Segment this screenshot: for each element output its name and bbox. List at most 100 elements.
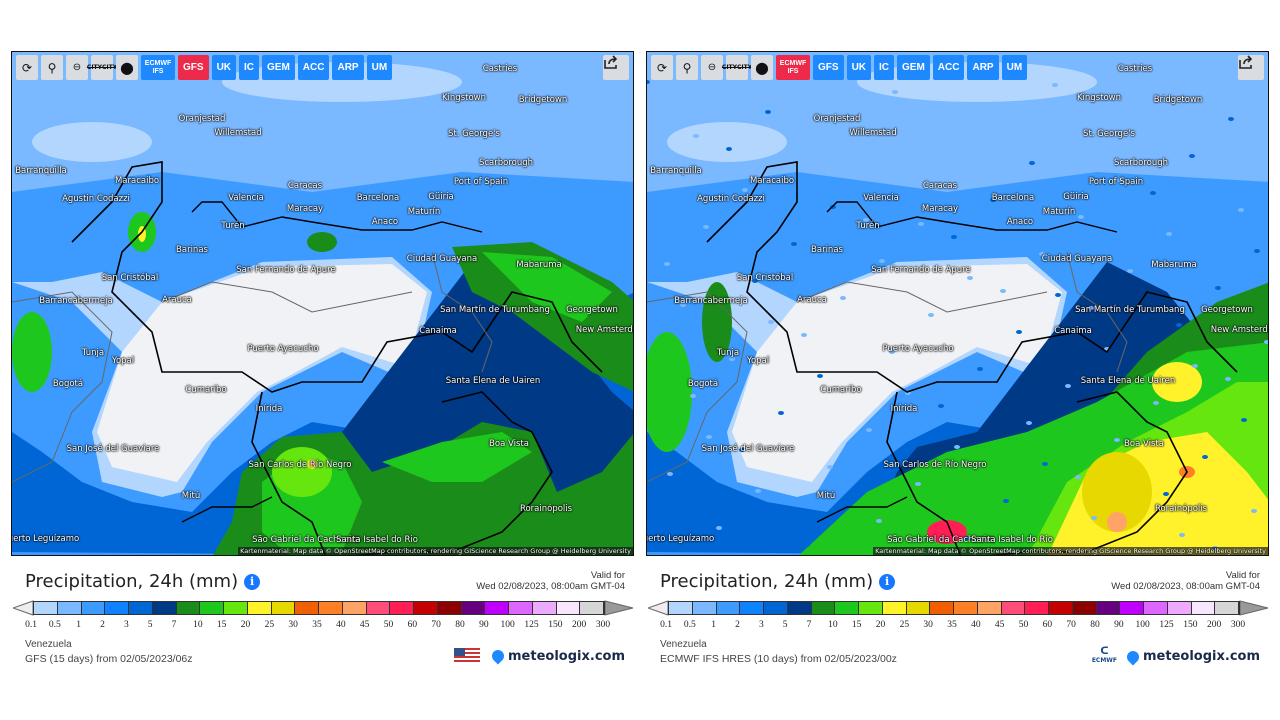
precip-speckle	[879, 259, 885, 263]
precip-light-patch	[667, 122, 787, 162]
legend-tick: 10	[193, 620, 203, 630]
model-button-ecmwf-ifs[interactable]: ECMWF IFS	[776, 55, 810, 80]
meteologix-logo-icon	[489, 647, 507, 665]
model-button-ecmwf-ifs[interactable]: ECMWF IFS	[141, 55, 175, 80]
dot-toggle-button[interactable]: ●	[116, 55, 138, 80]
legend-swatch	[930, 602, 954, 614]
precip-speckle	[1088, 306, 1094, 310]
model-button-um[interactable]: UM	[366, 55, 393, 80]
city-label: Willemstad	[849, 128, 897, 138]
refresh-button[interactable]: ⟳	[651, 55, 673, 80]
legend-swatch	[247, 602, 272, 614]
city-label: Rorainópolis	[519, 504, 573, 514]
precip-speckle	[1000, 289, 1006, 293]
legend-tick: 300	[595, 620, 611, 630]
city-label: Inírida	[890, 404, 918, 414]
state-border	[431, 251, 493, 373]
zoom-out-icon: ⊖	[707, 62, 717, 73]
city-label: San Carlos de Río Negro	[883, 460, 987, 470]
refresh-button[interactable]: ⟳	[16, 55, 38, 80]
info-icon[interactable]: i	[244, 574, 261, 590]
location-button[interactable]: ⚲	[676, 55, 698, 80]
zoom-out-button[interactable]: ⊖	[701, 55, 723, 80]
dot-toggle-button[interactable]: ●	[751, 55, 773, 80]
legend-swatch	[954, 602, 978, 614]
city-toggle-button[interactable]: CITY CITY	[722, 55, 752, 80]
model-button-gem[interactable]: GEM	[897, 55, 930, 80]
city-toggle-button[interactable]: CITY CITY	[87, 55, 117, 80]
model-button-uk[interactable]: UK	[846, 55, 872, 80]
info-icon[interactable]: i	[879, 574, 896, 590]
legend-swatch	[271, 602, 296, 614]
precip-speckle	[928, 313, 934, 317]
legend-swatch	[1049, 602, 1073, 614]
legend-tick: 45	[994, 620, 1005, 630]
model-button-acc[interactable]: ACC	[297, 55, 330, 80]
zoom-out-button[interactable]: ⊖	[66, 55, 88, 80]
city-label: Güiria	[1063, 192, 1089, 202]
gfs-panel: Castries Kingstown Bridgetown St. George's O…	[11, 51, 635, 671]
legend-tick: 0.5	[48, 620, 61, 630]
precip-speckle	[1215, 286, 1221, 290]
legend-swatch	[342, 602, 367, 614]
legend-tick: 45	[359, 620, 370, 630]
city-label: Agustin Codazzi	[697, 194, 765, 204]
legend-swatch	[105, 602, 129, 614]
model-button-acc[interactable]: ACC	[932, 55, 965, 80]
legend-swatch	[129, 602, 153, 614]
precip-band-7mm	[307, 232, 337, 252]
legend-swatch	[414, 602, 438, 614]
legend-swatch	[532, 602, 557, 614]
model-button-um[interactable]: UM	[1001, 55, 1028, 80]
precipitation-map[interactable]: Castries Kingstown Bridgetown St. George's O…	[11, 51, 634, 556]
legend-swatch	[224, 602, 248, 614]
precip-speckle	[693, 134, 699, 138]
country-border	[181, 496, 273, 523]
model-button-ic[interactable]: IC	[239, 55, 260, 80]
model-button-gfs[interactable]: GFS	[813, 55, 844, 80]
city-label: Santa Elena de Uairen	[1080, 376, 1176, 386]
location-button[interactable]: ⚲	[41, 55, 63, 80]
legend-swatch	[1025, 602, 1049, 614]
legend-tick: 150	[548, 620, 563, 630]
city-label: Anaco	[371, 217, 399, 227]
no-precip-area	[97, 264, 427, 482]
model-button-gem[interactable]: GEM	[262, 55, 295, 80]
legend-swatch	[1215, 602, 1239, 614]
legend-ticks: 0.1 0.5 1 2 3 5 7 10 15 20 25 30 35 40 45 50 60 70 80 90 100…	[660, 620, 1245, 632]
city-label: Puerto Ayacucho	[247, 344, 319, 354]
precipitation-map[interactable]: Castries Kingstown Bridgetown St. George's O…	[646, 51, 1269, 556]
precip-speckle	[1225, 377, 1231, 381]
city-label: Cumaribo	[185, 385, 227, 395]
precip-speckle	[1127, 269, 1133, 273]
precip-speckle	[1039, 252, 1045, 256]
model-button-arp[interactable]: ARP	[332, 55, 364, 80]
precip-speckle	[1166, 232, 1172, 236]
precip-speckle	[1029, 161, 1035, 165]
precip-speckle	[918, 222, 924, 226]
city-label: Port of Spain	[453, 177, 509, 187]
city-label: Mitú	[181, 491, 201, 501]
legend-swatch	[1001, 602, 1026, 614]
brand[interactable]: ᑕ ECMWF meteologix.com	[1091, 646, 1260, 665]
share-button[interactable]	[603, 55, 629, 80]
model-button-arp[interactable]: ARP	[967, 55, 999, 80]
share-button[interactable]	[1238, 55, 1264, 80]
legend-tick: 200	[572, 620, 587, 630]
legend-tick: 80	[1090, 620, 1100, 630]
model-button-uk[interactable]: UK	[211, 55, 237, 80]
legend-tick: 0.1	[660, 620, 672, 630]
zoom-out-icon: ⊖	[72, 62, 82, 73]
color-legend	[13, 600, 634, 616]
model-button-gfs[interactable]: GFS	[178, 55, 209, 80]
brand[interactable]: meteologix.com	[454, 647, 625, 665]
precip-sea-light	[647, 52, 1268, 192]
legend-swatch	[580, 602, 604, 614]
legend-swatch	[390, 602, 414, 614]
legend-swatch	[1096, 602, 1121, 614]
city-label: Maturín	[407, 207, 441, 217]
precip-speckle	[866, 428, 872, 432]
legend-tick: 3	[758, 620, 764, 630]
city-label: Santa Isabel do Rio	[971, 535, 1053, 545]
model-button-ic[interactable]: IC	[874, 55, 895, 80]
